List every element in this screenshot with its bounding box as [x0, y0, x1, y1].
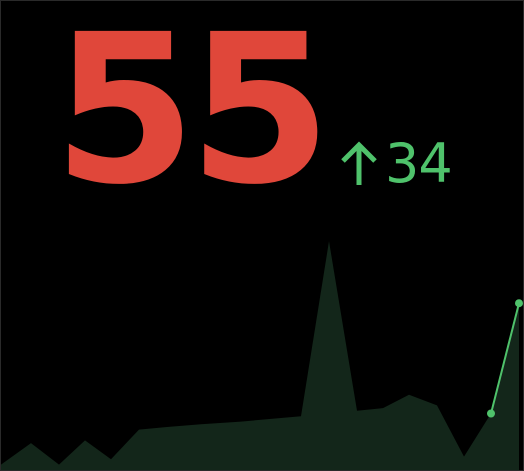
delta-value: 34: [385, 132, 453, 195]
sparkline-point-0: [487, 409, 495, 418]
arrow-up-icon: [341, 141, 377, 185]
sparkline-highlight-line: [490, 302, 520, 414]
delta-indicator: 34: [337, 132, 453, 195]
metric-value: 55: [53, 0, 332, 230]
sparkline-area: [1, 241, 519, 470]
sparkline-point-1: [515, 299, 523, 308]
